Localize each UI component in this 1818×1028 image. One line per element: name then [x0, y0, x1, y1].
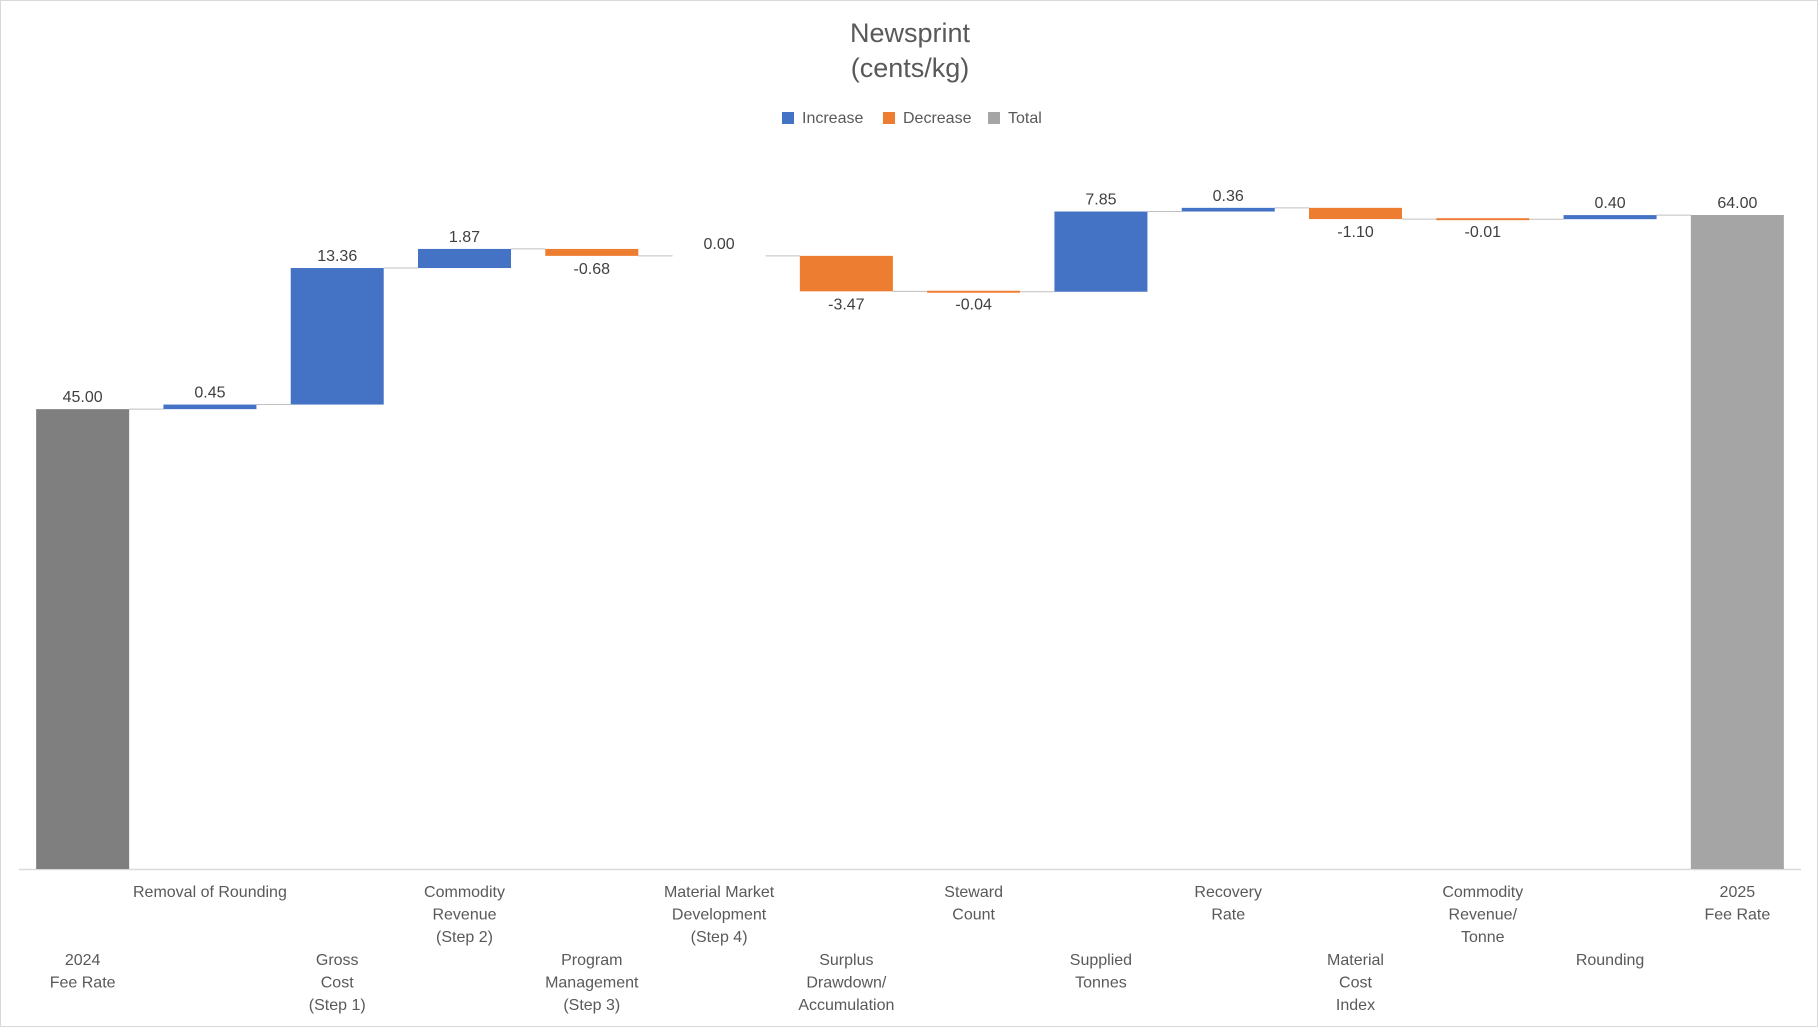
- data-label-2: 13.36: [317, 248, 357, 265]
- bar-8: [1054, 211, 1148, 292]
- bar-3: [418, 248, 511, 269]
- category-label-3: Commodity Revenue (Step 2): [424, 884, 505, 946]
- category-label-6: Surplus Drawdown/Accumulation: [798, 952, 894, 1014]
- category-label-9: Recovery Rate: [1194, 884, 1262, 924]
- bar-11: [1436, 218, 1530, 221]
- data-label-7: -0.04: [955, 297, 992, 314]
- bar-2: [290, 268, 384, 405]
- category-label-4: Program Management (Step 3): [545, 952, 639, 1014]
- data-label-12: 0.40: [1595, 195, 1626, 212]
- bar-6: [799, 255, 893, 292]
- chart-subtitle: (cents/kg): [851, 53, 970, 83]
- bar-0: [36, 409, 130, 869]
- category-label-5: Material Market Development (Step 4): [664, 884, 775, 946]
- category-label-11: Commodity Revenue/Tonne: [1442, 884, 1523, 946]
- bar-13: [1690, 215, 1784, 869]
- legend-swatch-total: [988, 112, 1000, 124]
- category-label-12: Rounding: [1576, 952, 1645, 969]
- data-label-3: 1.87: [449, 229, 480, 246]
- bar-1: [163, 404, 257, 410]
- data-label-13: 64.00: [1717, 195, 1757, 212]
- category-label-1: Removal of Rounding: [133, 884, 287, 901]
- bar-4: [545, 248, 639, 256]
- bar-7: [927, 290, 1021, 293]
- data-label-9: 0.36: [1213, 188, 1244, 205]
- legend: Increase Decrease Total: [782, 110, 1042, 127]
- data-label-4: -0.68: [574, 261, 611, 278]
- legend-label-decrease: Decrease: [903, 110, 972, 127]
- data-label-11: -0.01: [1465, 224, 1502, 241]
- category-label-8: Supplied Tonnes: [1070, 952, 1132, 992]
- data-label-5: 0.00: [704, 236, 735, 253]
- data-label-10: -1.10: [1337, 224, 1374, 241]
- category-label-0: 2024 Fee Rate: [50, 952, 116, 992]
- plot-area: 45.00 2024 Fee Rate 0.45 Removal of Rounding…: [19, 188, 1801, 1014]
- legend-swatch-increase: [782, 112, 794, 124]
- data-label-6: -3.47: [828, 296, 865, 313]
- legend-label-total: Total: [1008, 110, 1042, 127]
- chart-title: Newsprint: [850, 18, 971, 48]
- data-label-8: 7.85: [1085, 192, 1116, 209]
- category-label-13: 2025 Fee Rate: [1704, 884, 1770, 924]
- category-label-10: Material Cost Index: [1327, 952, 1384, 1014]
- legend-swatch-decrease: [883, 112, 895, 124]
- bar-9: [1181, 207, 1275, 212]
- bar-10: [1309, 207, 1402, 220]
- category-label-2: Gross Cost (Step 1): [309, 952, 366, 1014]
- bar-12: [1563, 215, 1657, 220]
- legend-label-increase: Increase: [802, 110, 863, 127]
- data-label-0: 45.00: [63, 389, 103, 406]
- category-label-7: Steward Count: [944, 884, 1003, 924]
- data-label-1: 0.45: [194, 385, 225, 402]
